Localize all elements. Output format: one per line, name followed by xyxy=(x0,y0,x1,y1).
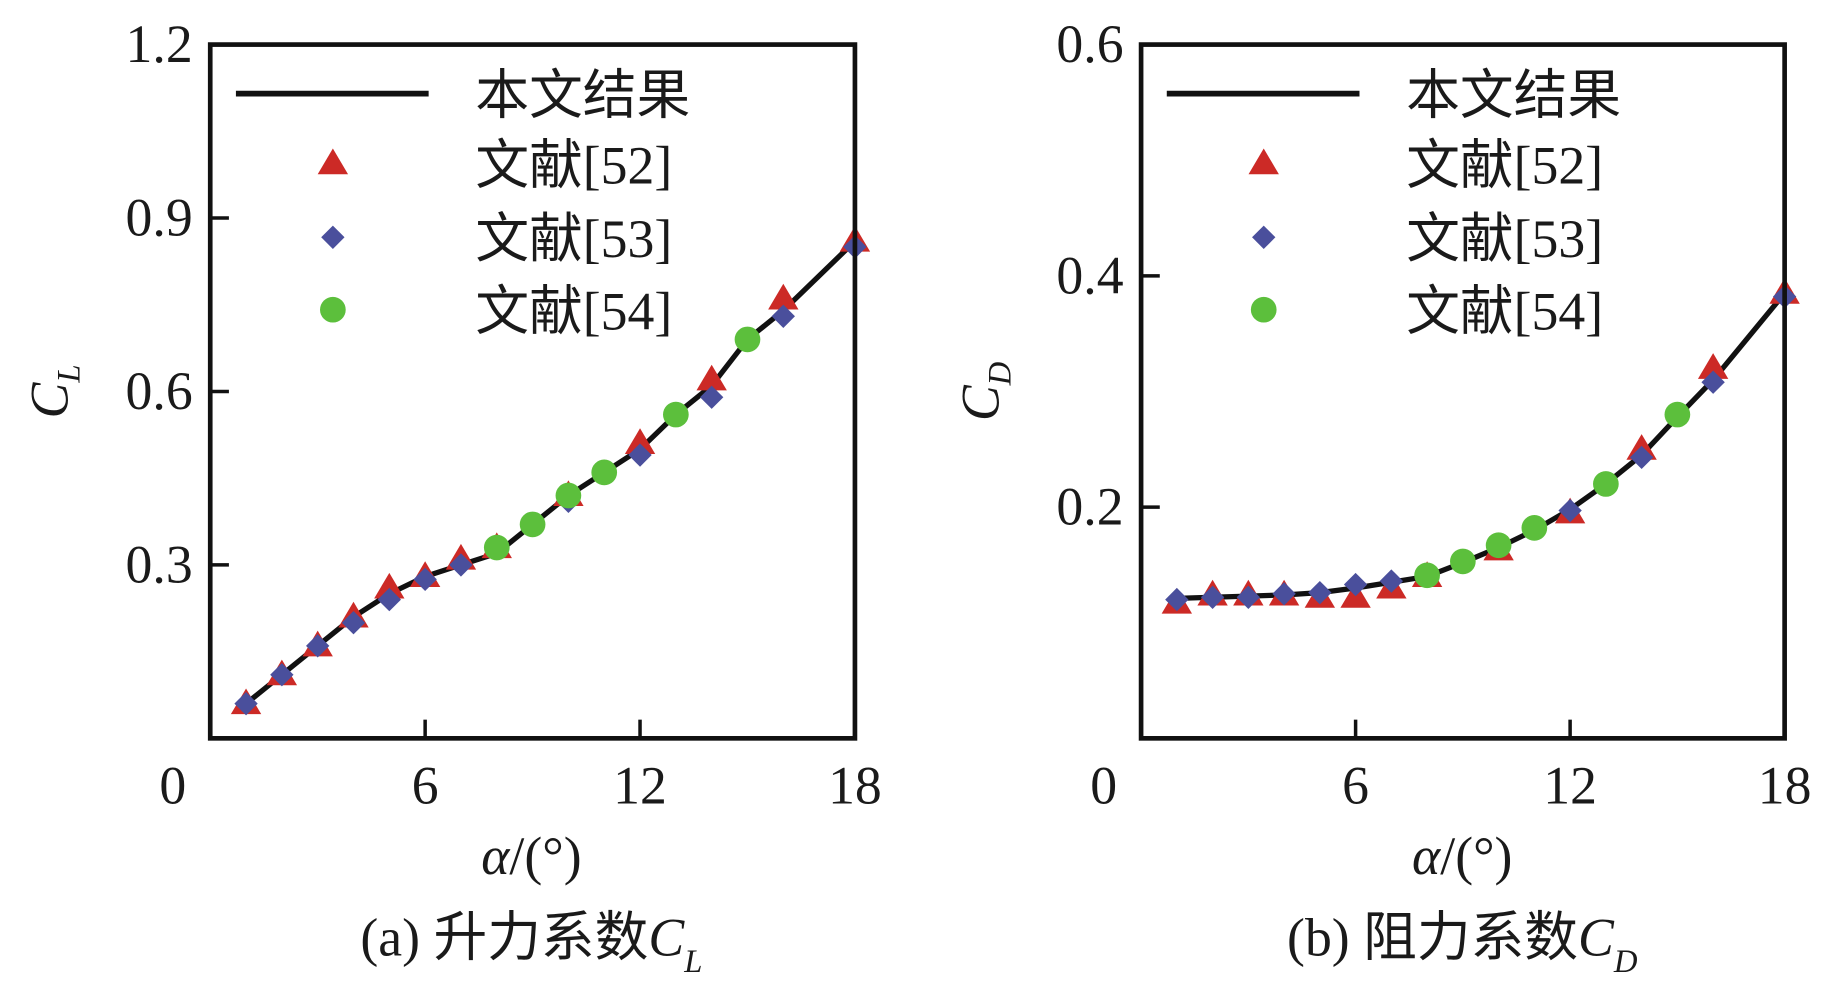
data-point-circle xyxy=(734,326,761,353)
y-tick-label: 0.6 xyxy=(1056,14,1123,74)
legend-circle-swatch xyxy=(320,296,346,323)
data-point-circle xyxy=(1521,515,1548,541)
legend-label: 本文结果 xyxy=(475,65,690,125)
data-point-diamond xyxy=(341,611,366,635)
chart-panel-b: 0.20.40.60 6 12 18本文结果文献[52]文献[53]文献[54]CDα… xyxy=(951,14,1812,980)
series-3 xyxy=(1414,401,1691,589)
y-axis-label: CL xyxy=(20,364,88,418)
y-tick-label: 0.4 xyxy=(1056,245,1123,305)
data-point-circle xyxy=(519,511,546,538)
caption-text: (b) 阻力系数 xyxy=(1287,908,1578,968)
caption-text: (a) 升力系数 xyxy=(360,908,648,968)
x-tick-label: 18 xyxy=(828,756,882,816)
legend-circle-swatch xyxy=(1250,296,1277,323)
data-point-diamond xyxy=(1558,498,1582,523)
y-axis-symbol: C xyxy=(20,381,80,418)
data-point-circle xyxy=(1485,532,1512,559)
y-axis-symbol: C xyxy=(951,384,1011,421)
plot-frame xyxy=(1138,42,1787,741)
y-axis-subscript: L xyxy=(51,364,87,383)
data-point-diamond xyxy=(306,634,330,658)
x-axis-unit: /(°) xyxy=(509,826,581,886)
y-axis-label: CD xyxy=(951,361,1019,421)
panel-caption: (b) 阻力系数CD xyxy=(1287,908,1638,980)
caption-symbol: C xyxy=(648,908,685,968)
legend-label: 文献[54] xyxy=(1406,282,1603,342)
data-point-diamond xyxy=(628,443,652,467)
legend-diamond-swatch xyxy=(321,225,345,249)
series-3 xyxy=(483,326,761,561)
data-point-diamond xyxy=(1308,580,1332,605)
data-point-circle xyxy=(591,459,618,486)
data-point-triangle xyxy=(768,283,799,310)
data-point-triangle xyxy=(1697,353,1729,379)
x-axis-unit: /(°) xyxy=(1440,826,1512,886)
data-point-circle xyxy=(1414,562,1440,589)
x-axis-label: α/(°) xyxy=(481,826,581,886)
legend-diamond-swatch xyxy=(1252,225,1276,249)
legend-label: 文献[52] xyxy=(475,136,672,196)
data-point-triangle xyxy=(374,572,405,599)
y-axis-subscript: D xyxy=(982,361,1018,386)
y-tick-label: 0.9 xyxy=(126,188,193,248)
caption-subscript: L xyxy=(683,944,702,980)
x-tick-label: 0 xyxy=(159,756,186,816)
data-point-diamond xyxy=(413,567,437,592)
x-tick-label: 18 xyxy=(1758,756,1812,816)
legend-label: 文献[53] xyxy=(475,209,672,269)
data-point-diamond xyxy=(771,304,795,328)
x-axis-label: α/(°) xyxy=(1412,826,1512,886)
data-point-circle xyxy=(1450,548,1476,575)
y-tick-label: 0.3 xyxy=(126,534,193,594)
x-axis-symbol: α xyxy=(1412,826,1442,886)
x-tick-label: 12 xyxy=(613,756,667,816)
data-point-circle xyxy=(663,401,689,428)
data-point-diamond xyxy=(699,385,724,409)
data-point-diamond xyxy=(449,553,473,577)
data-point-diamond xyxy=(1343,572,1368,597)
legend-label: 文献[52] xyxy=(1406,136,1603,196)
legend-triangle-swatch xyxy=(317,148,349,175)
y-tick-label: 0.2 xyxy=(1056,477,1123,537)
data-point-circle xyxy=(483,534,510,561)
caption-symbol: C xyxy=(1578,908,1615,968)
data-point-triangle xyxy=(696,364,727,391)
data-point-circle xyxy=(555,482,582,509)
series-2 xyxy=(234,235,867,716)
data-point-circle xyxy=(1664,401,1691,428)
panel-caption: (a) 升力系数CL xyxy=(360,908,702,980)
x-axis-symbol: α xyxy=(481,826,511,886)
legend-label: 本文结果 xyxy=(1406,65,1621,125)
x-tick-label: 12 xyxy=(1543,756,1597,816)
data-point-diamond xyxy=(234,691,258,716)
plot-frame xyxy=(207,42,858,741)
x-tick-label: 6 xyxy=(1342,756,1369,816)
data-point-diamond xyxy=(1701,370,1725,394)
legend-label: 文献[54] xyxy=(475,282,672,342)
legend-triangle-swatch xyxy=(1248,148,1279,175)
data-point-circle xyxy=(1593,471,1619,497)
x-tick-label: 6 xyxy=(412,756,439,816)
data-point-diamond xyxy=(270,663,294,687)
data-point-triangle xyxy=(624,428,656,455)
caption-subscript: D xyxy=(1613,944,1638,980)
y-tick-label: 1.2 xyxy=(126,14,193,74)
x-tick-label: 0 xyxy=(1090,756,1117,816)
y-tick-label: 0.6 xyxy=(126,361,193,421)
legend-label: 文献[53] xyxy=(1406,209,1603,269)
data-point-diamond xyxy=(377,587,401,612)
